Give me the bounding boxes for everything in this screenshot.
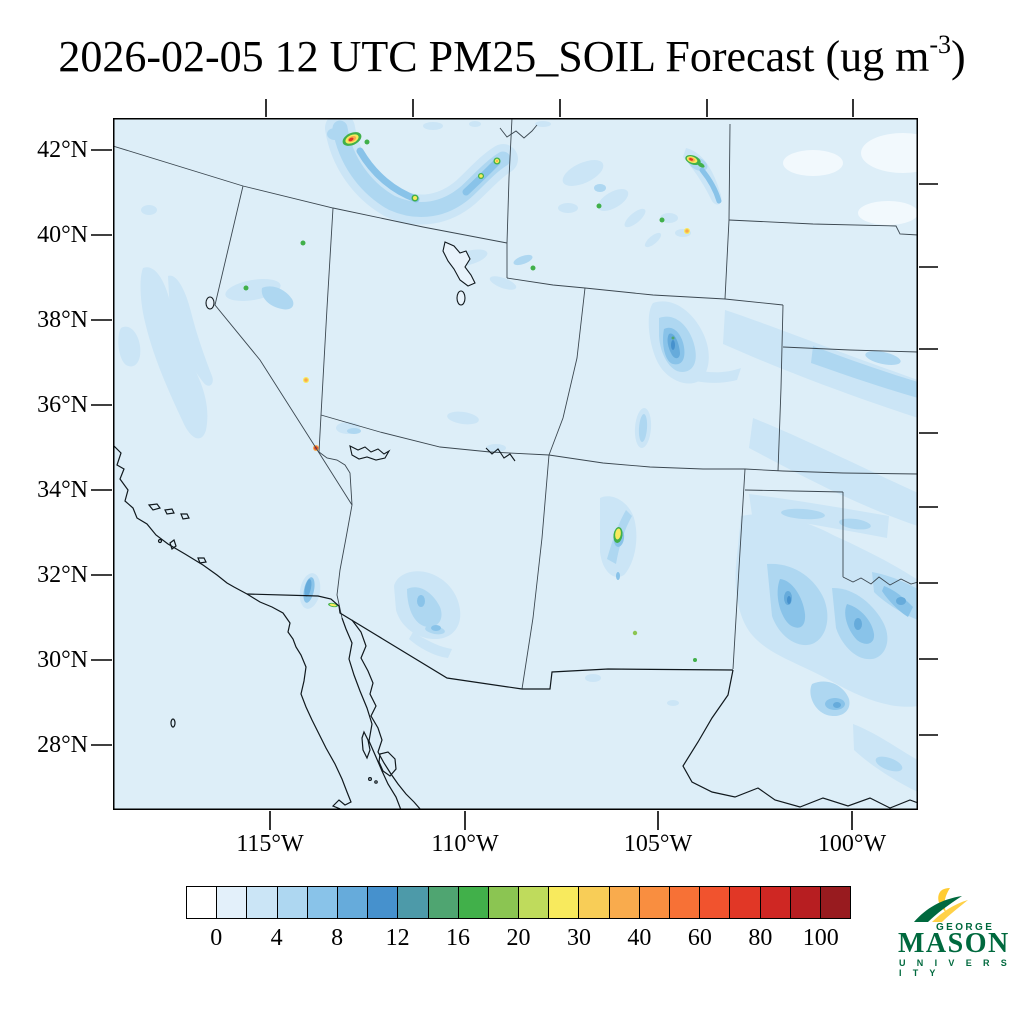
colorbar-tick-label: 20 xyxy=(506,925,531,951)
lon-label-115w: 115°W xyxy=(236,831,304,857)
colorbar-tick-label: 80 xyxy=(748,925,773,951)
colorbar-cell xyxy=(458,887,489,918)
colorbar-tick-label: 8 xyxy=(331,925,344,951)
colorbar-cell xyxy=(277,887,308,918)
colorbar-cell xyxy=(700,887,731,918)
colorbar-cell xyxy=(820,887,851,918)
gmu-george-text: GEORGE xyxy=(936,922,995,933)
lake-mead xyxy=(349,444,391,461)
colorbar-cell xyxy=(368,887,399,918)
colorbar-tick-label: 100 xyxy=(802,925,839,951)
pyramid-lake xyxy=(205,296,215,310)
gmu-mason-text: MASON xyxy=(898,928,1010,959)
page-title: 2026-02-05 12 UTC PM25_SOIL Forecast (ug… xyxy=(0,30,1024,82)
gmu-swoosh-icon xyxy=(914,888,968,922)
lat-label-32n: 32°N xyxy=(37,562,88,588)
lat-label-28n: 28°N xyxy=(37,732,88,758)
colorbar-cell xyxy=(760,887,791,918)
map-plot xyxy=(113,118,918,810)
colorbar-cell xyxy=(247,887,278,918)
lon-label-100w: 100°W xyxy=(817,831,887,857)
colorbar-tick-label: 0 xyxy=(210,925,223,951)
lat-label-38n: 38°N xyxy=(37,307,88,333)
colorbar-cell xyxy=(337,887,369,918)
lat-label-30n: 30°N xyxy=(37,647,88,673)
lat-label-34n: 34°N xyxy=(37,477,88,503)
colorbar-cell xyxy=(428,887,459,918)
state-borders xyxy=(113,118,918,690)
pm-field-white-patches xyxy=(783,133,918,225)
lon-label-110w: 110°W xyxy=(431,831,499,857)
gmu-logo: GEORGE MASON U N I V E R S I T Y xyxy=(896,888,1014,978)
colorbar-cell xyxy=(730,887,761,918)
colorbar-cell xyxy=(579,887,610,918)
colorbar-cell xyxy=(519,887,550,918)
colorbar-cell xyxy=(217,887,248,918)
utah-lake xyxy=(456,290,466,306)
colorbar-cell xyxy=(187,887,218,918)
gmu-university-text: U N I V E R S I T Y xyxy=(899,958,1012,978)
colorbar-cell xyxy=(670,887,701,918)
title-superscript: -3 xyxy=(929,30,951,59)
colorbar-tick-label: 30 xyxy=(566,925,591,951)
hotspot-idaho-utah xyxy=(342,132,362,146)
colorbar-tick-label: 12 xyxy=(385,925,410,951)
lat-label-40n: 40°N xyxy=(37,222,88,248)
lon-label-105w: 105°W xyxy=(623,831,693,857)
lake-powell xyxy=(485,447,516,462)
pm-field-level6 xyxy=(671,340,791,604)
colorbar-cell xyxy=(639,887,670,918)
lat-label-42n: 42°N xyxy=(37,137,88,163)
lat-label-36n: 36°N xyxy=(37,392,88,418)
hotspot-wyoming xyxy=(685,154,701,166)
colorbar-tick-label: 40 xyxy=(627,925,652,951)
pm-hotspots xyxy=(243,132,705,662)
great-salt-lake xyxy=(442,241,476,287)
colorbar-cells xyxy=(187,887,851,918)
colorbar-cell xyxy=(488,887,520,918)
lakes xyxy=(205,241,516,462)
hotspot-new-mexico xyxy=(613,527,623,543)
colorbar-tick-label: 4 xyxy=(270,925,283,951)
colorbar-tick-label: 16 xyxy=(446,925,471,951)
colorbar-cell xyxy=(398,887,429,918)
colorbar-tick-label: 60 xyxy=(687,925,712,951)
colorbar-cell xyxy=(307,887,338,918)
title-main: 2026-02-05 12 UTC PM25_SOIL Forecast (ug… xyxy=(58,32,930,81)
map-border xyxy=(113,118,918,810)
colorbar xyxy=(186,886,851,919)
colorbar-cell xyxy=(549,887,580,918)
colorbar-cell xyxy=(790,887,821,918)
coastline xyxy=(113,444,918,810)
title-end: ) xyxy=(951,32,966,81)
colorbar-cell xyxy=(609,887,640,918)
